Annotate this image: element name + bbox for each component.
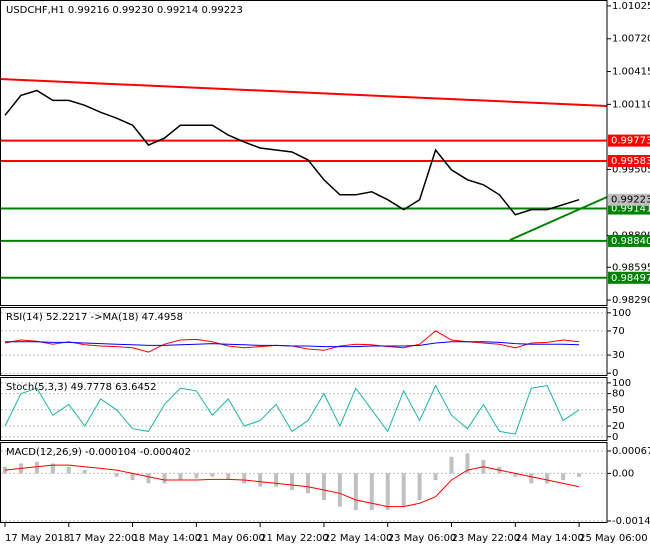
histogram-bar: [2, 466, 7, 474]
series-line: [4, 89, 580, 216]
histogram-bar: [545, 473, 550, 484]
panel-title: USDCHF,H1 0.99216 0.99230 0.99214 0.9922…: [6, 5, 243, 16]
y-tick-label: 1.00415: [612, 67, 650, 78]
trend-line: [0, 78, 608, 107]
panel: [0, 307, 608, 376]
histogram-bar: [577, 473, 582, 477]
histogram-bar: [130, 473, 135, 481]
level-label-box: [608, 134, 650, 147]
histogram-bar: [258, 473, 263, 487]
y-tick-label: 0: [612, 368, 618, 379]
y-tick-label: 1.00720: [612, 34, 650, 45]
series-line: [4, 464, 580, 508]
histogram-bar: [433, 473, 438, 481]
histogram-bar: [417, 473, 422, 500]
histogram-bar: [385, 473, 390, 510]
x-tick-label: 22 May 14:00: [324, 533, 393, 544]
panel-title: MACD(12,26,9) -0.000104 -0.000402: [6, 447, 191, 458]
histogram-bar: [449, 456, 454, 474]
level-label: 0.99141: [611, 204, 650, 215]
histogram-bar: [210, 473, 215, 477]
y-tick-label: -0.001432: [612, 516, 650, 527]
y-tick-label: 100: [612, 378, 631, 389]
level-label: 0.98840: [611, 236, 650, 247]
y-tick-label: 0.000673: [612, 446, 650, 457]
x-tick-label: 25 May 06:00: [579, 533, 648, 544]
histogram-bar: [66, 466, 71, 474]
histogram-bar: [290, 473, 295, 491]
level-label: 0.98497: [611, 273, 650, 284]
trend-line: [509, 196, 608, 241]
y-tick-label: 20: [612, 421, 625, 432]
current-price-box: [608, 193, 650, 206]
histogram-bar: [305, 473, 310, 494]
histogram-bar: [194, 473, 199, 479]
x-tick-label: 23 May 22:00: [452, 533, 521, 544]
histogram-bar: [561, 473, 566, 481]
histogram-bar: [465, 453, 470, 474]
current-price-label: 0.99223: [611, 195, 650, 206]
level-label: 0.99773: [611, 136, 650, 147]
histogram-bar: [242, 473, 247, 484]
histogram-bar: [178, 473, 183, 481]
histogram-bar: [146, 473, 151, 484]
series-line: [4, 384, 580, 435]
panel: [0, 0, 608, 306]
x-tick-label: 23 May 06:00: [388, 533, 457, 544]
y-tick-label: 0.99505: [612, 164, 650, 175]
panel-title: RSI(14) 52.2217 ->MA(18) 47.4958: [6, 312, 183, 323]
y-tick-label: 0.00: [612, 468, 634, 479]
histogram-bar: [401, 473, 406, 507]
y-tick-label: 100: [612, 308, 631, 319]
x-tick-label: 24 May 14:00: [515, 533, 584, 544]
x-tick-label: 18 May 14:00: [133, 533, 202, 544]
y-tick-label: 30: [612, 350, 625, 361]
histogram-bar: [226, 473, 231, 481]
x-tick-label: 21 May 06:00: [196, 533, 265, 544]
level-label: 0.99583: [611, 156, 650, 167]
y-tick-label: 80: [612, 389, 625, 400]
histogram-bar: [369, 473, 374, 510]
level-label-box: [608, 234, 650, 247]
histogram-bar: [50, 463, 55, 474]
x-tick-label: 17 May 22:00: [69, 533, 138, 544]
histogram-bar: [34, 461, 39, 474]
y-tick-label: 1.00110: [612, 99, 650, 110]
y-tick-label: 50: [612, 405, 625, 416]
x-tick-label: 17 May 2018: [5, 533, 70, 544]
histogram-bar: [321, 473, 326, 500]
y-tick-label: 1.01025: [612, 1, 650, 12]
histogram-bar: [114, 473, 119, 477]
histogram-bar: [529, 473, 534, 484]
histogram-bar: [82, 470, 87, 474]
y-tick-label: 0.98290: [612, 295, 650, 306]
histogram-bar: [162, 473, 167, 484]
y-tick-label: 0: [612, 432, 618, 443]
panel: [0, 377, 608, 441]
x-tick-label: 21 May 22:00: [260, 533, 329, 544]
y-tick-label: 0.98595: [612, 262, 650, 273]
histogram-bar: [274, 473, 279, 487]
level-label-box: [608, 155, 650, 168]
histogram-bar: [337, 473, 342, 507]
level-label-box: [608, 271, 650, 284]
histogram-bar: [513, 473, 518, 477]
panel: [0, 442, 608, 523]
y-tick-label: 70: [612, 326, 625, 337]
histogram-bar: [353, 473, 358, 510]
panel-title: Stoch(5,3,3) 49.7778 63.6452: [6, 382, 157, 393]
series-line: [5, 341, 580, 348]
